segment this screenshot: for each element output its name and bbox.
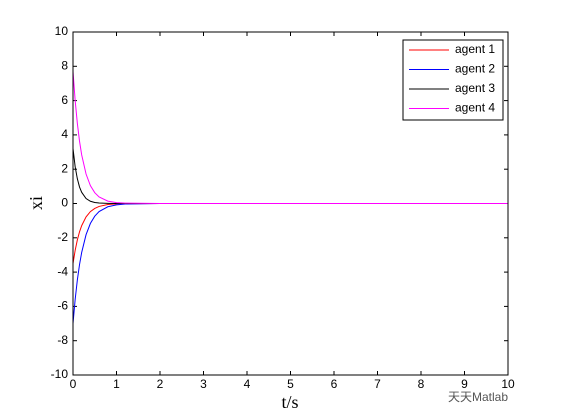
legend-label: agent 1 xyxy=(455,42,495,56)
y-tick-label: 0 xyxy=(61,196,68,210)
line xyxy=(72,71,508,204)
x-tick-label: 2 xyxy=(157,377,164,391)
x-tick-label: 1 xyxy=(113,377,120,391)
x-tick-label: 10 xyxy=(501,377,515,391)
x-tick-label: 6 xyxy=(331,377,338,391)
legend-box xyxy=(402,39,504,121)
legend-label: agent 2 xyxy=(455,62,495,76)
y-axis-label: xi xyxy=(26,196,46,210)
legend-label: agent 3 xyxy=(455,81,495,95)
x-axis-label: t/s xyxy=(281,392,298,412)
x-tick-label: 3 xyxy=(200,377,207,391)
y-tick-label: -4 xyxy=(57,264,68,278)
y-tick-label: 10 xyxy=(55,24,69,38)
x-tick-label: 4 xyxy=(244,377,251,391)
x-tick-label: 8 xyxy=(418,377,425,391)
x-tick-label: 0 xyxy=(70,377,77,391)
x-tick-label: 5 xyxy=(287,377,294,391)
watermark: 天天Matlab xyxy=(448,390,508,404)
y-tick-label: 6 xyxy=(61,93,68,107)
y-tick-label: -2 xyxy=(57,230,68,244)
y-tick-label: 2 xyxy=(61,161,68,175)
axes-box xyxy=(72,31,509,376)
x-tick-label: 9 xyxy=(461,377,468,391)
y-tick-label: 8 xyxy=(61,58,68,72)
y-tick-label: -8 xyxy=(57,333,68,347)
x-tick-label: 7 xyxy=(374,377,381,391)
legend-label: agent 4 xyxy=(455,101,495,115)
y-tick-label: 4 xyxy=(61,127,68,141)
y-tick-label: -6 xyxy=(57,299,68,313)
y-tick-label: -10 xyxy=(51,367,69,381)
